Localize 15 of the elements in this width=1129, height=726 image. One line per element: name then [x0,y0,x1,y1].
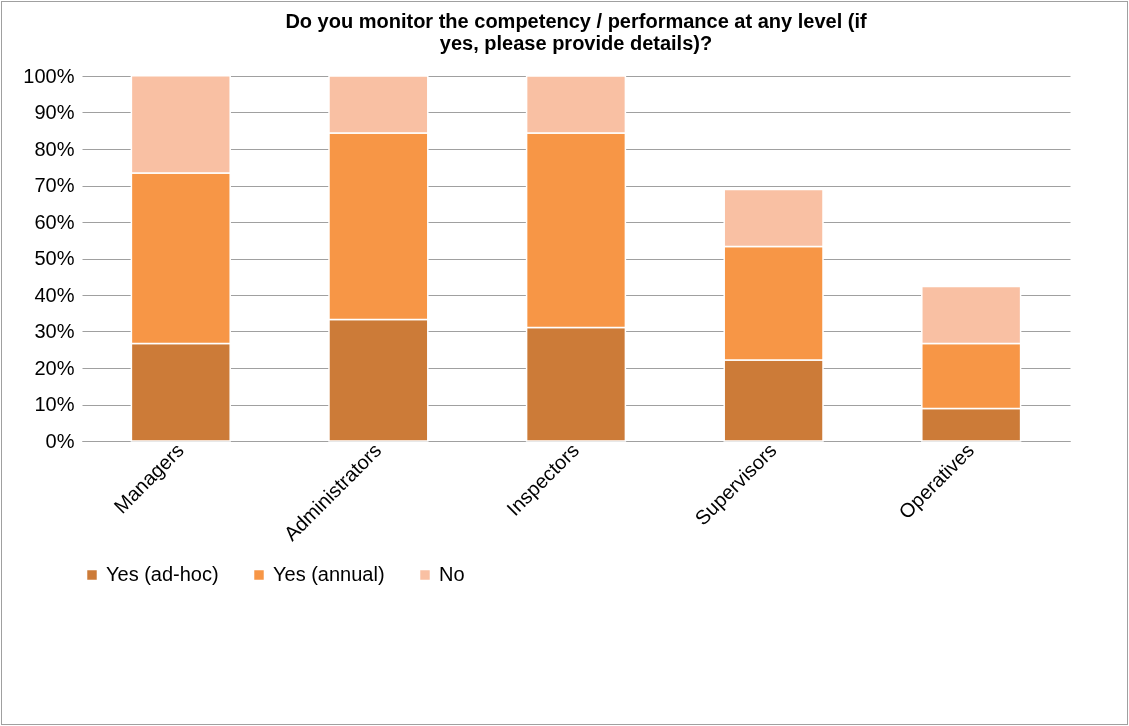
legend-label: Yes (ad-hoc) [106,563,219,585]
y-tick-label: 100% [23,64,75,87]
y-tick-label: 60% [34,210,75,233]
chart-title: Do you monitor the competency / performance at any level (if yes, please provide details)? [285,10,867,54]
legend-label: No [439,563,465,585]
y-tick-label: 50% [34,247,75,269]
y-tick-label: 40% [34,283,75,306]
y-tick-label: 70% [34,174,75,196]
y-tick-label: 20% [34,356,75,379]
y-tick-label: 80% [34,137,75,160]
y-tick-label: 90% [34,101,75,123]
y-tick-label: 0% [45,429,75,452]
y-tick-label: 30% [34,320,75,342]
y-tick-label: 10% [34,393,75,415]
legend-label: Yes (annual) [273,563,385,585]
